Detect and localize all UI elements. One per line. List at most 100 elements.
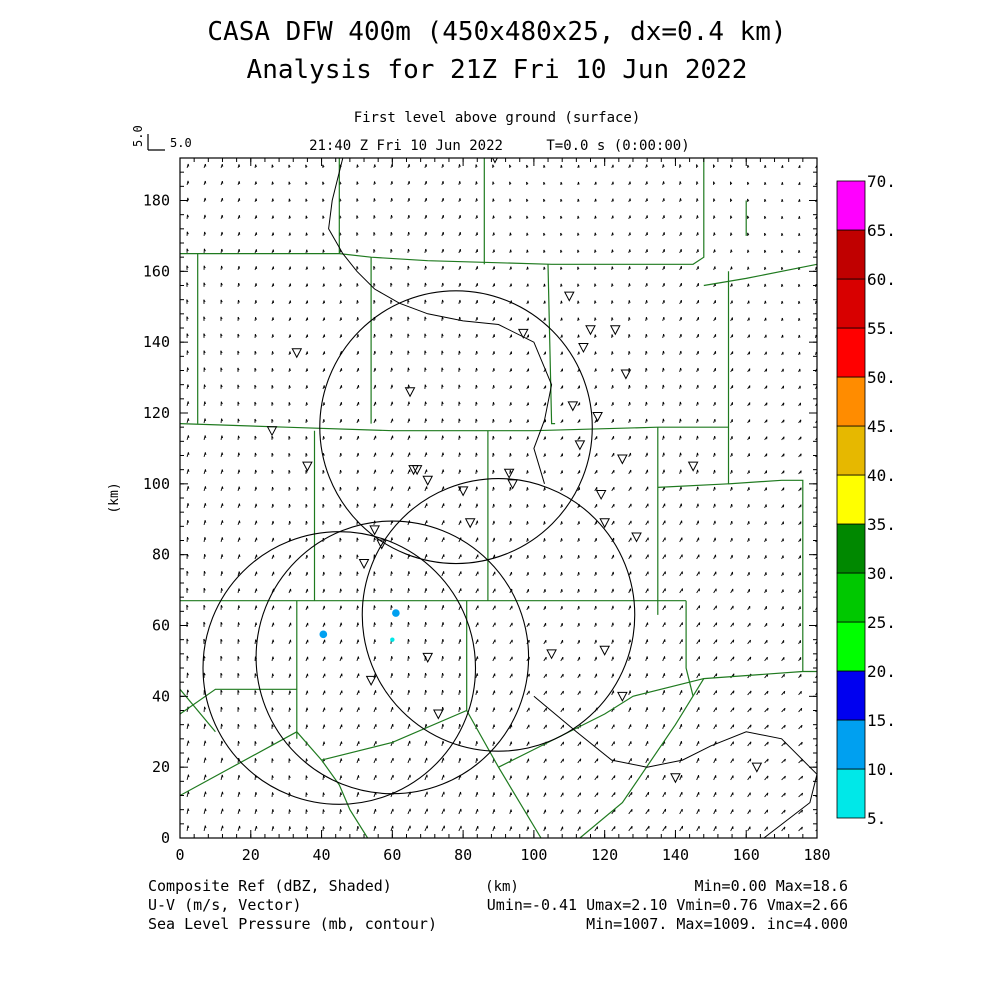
wind-vector-head [222,503,223,506]
wind-vector-head [409,402,410,404]
wind-vector-head [511,521,512,523]
wind-vector-head [765,165,766,167]
wind-vector-head [341,453,342,455]
station-marker [597,490,606,499]
wind-vector-head [222,470,223,473]
wind-vector-head [358,792,359,795]
wind-vector-head [290,674,291,677]
wind-vector-head [477,741,478,743]
wind-vector-head [562,521,563,524]
wind-vector-head [460,656,461,659]
wind-vector-head [715,470,716,472]
wind-vector-head [511,538,512,541]
station-marker [568,402,577,411]
wind-vector-head [818,505,819,508]
wind-vector-head [188,469,189,472]
station-marker [611,326,620,335]
wind-vector-head [562,572,563,574]
wind-vector-head [680,436,681,438]
colorbar-label: 20. [867,662,896,681]
plot-frame [180,158,817,838]
wind-vector-head [341,758,342,761]
wind-vector-head [612,250,613,252]
wind-vector-head [511,250,512,253]
wind-vector-head [613,385,614,388]
wind-vector-head [477,690,478,693]
wind-vector-head [596,606,597,609]
wind-vector-head [256,606,257,609]
wind-vector-head [528,267,529,270]
y-tick-label: 100 [143,475,170,493]
wind-vector-head [494,724,495,727]
wind-vector-head [647,300,648,303]
wind-vector-head [647,283,648,286]
wind-vector-head [698,487,699,490]
wind-vector-head [799,216,800,219]
wind-vector-head [460,198,461,201]
wind-vector-head [188,198,189,200]
wind-vector-head [768,742,769,745]
wind-vector-head [256,300,257,302]
wind-vector-head [579,572,580,575]
range-ring [362,479,634,752]
wind-vector-head [375,639,376,641]
wind-vector-head [647,673,648,676]
y-tick-label: 120 [143,404,170,422]
colorbar-label: 55. [867,319,896,338]
wind-vector-head [426,707,427,709]
y-tick-label: 60 [152,617,170,635]
wind-vector-head [697,419,698,421]
wind-vector-head [732,487,733,490]
radar-range-rings [203,291,635,805]
wind-vector-head [222,571,223,573]
wind-vector-head [426,249,427,252]
wind-vector-head [409,690,410,692]
wind-vector-head [205,537,206,539]
wind-vector-head [290,351,291,354]
wind-vector-head [239,487,240,490]
wind-vector-head [630,657,631,660]
wind-vector-head [188,809,189,811]
wind-vector-head [205,486,206,489]
wind-vector-head [511,809,512,812]
wind-vector-head [749,521,750,524]
x-tick-label: 80 [454,846,472,864]
wind-vector-head [460,758,461,761]
wind-vector-head [443,164,444,167]
station-marker [547,650,556,659]
wind-vector-head [273,199,274,201]
wind-vector-head [341,792,342,794]
wind-vector-head [460,181,461,184]
y-tick-label: 160 [143,262,170,280]
wind-vector-head [765,301,766,304]
wind-vector-head [578,182,579,185]
wind-vector-head [714,232,715,234]
wind-vector-head [239,809,240,812]
wind-vector-head [273,640,274,643]
wind-vector-head [222,249,223,251]
wind-vector-head [680,198,681,200]
wind-vector-head [375,368,376,371]
wind-vector-head [527,521,528,523]
wind-vector-head [511,793,512,796]
station-marker [406,388,415,397]
wind-vector-head [782,199,783,201]
county-line [658,484,729,488]
wind-vector-head [697,453,698,455]
colorbar-label: 50. [867,368,896,387]
colorbar-swatch [837,475,865,524]
wind-vector-head [768,725,769,728]
colorbar-swatch [837,524,865,573]
wind-vector-head [324,572,325,574]
wind-vector-head [409,232,410,234]
wind-vector-head [222,554,223,556]
wind-vector-head [748,284,749,287]
wind-vector-head [768,708,769,711]
wind-vector-head [324,284,325,287]
wind-vector-head [579,589,580,592]
time-label: 21:40 Z Fri 10 Jun 2022 [309,138,503,154]
wind-vector-head [341,589,342,591]
wind-vector-head [324,589,325,592]
wind-vector-head [409,724,410,727]
wind-vector-head [375,487,376,490]
